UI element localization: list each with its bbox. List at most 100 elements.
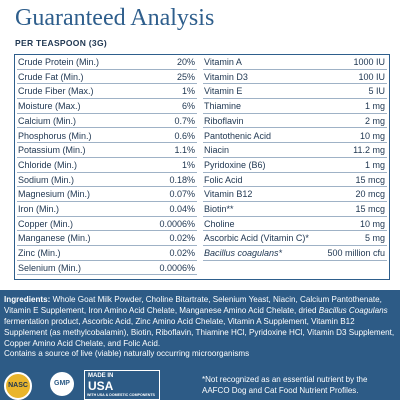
nutrient-value: 5 mg xyxy=(364,233,385,244)
table-row: Sodium (Min.) 0.18% xyxy=(17,173,197,188)
made-in-usa: MADE IN USA WITH USA & DOMESTIC COMPONEN… xyxy=(84,370,160,400)
nutrient-name: Bacillus coagulans* xyxy=(204,248,283,259)
table-row: Folic Acid 15 mcg xyxy=(203,173,387,188)
table-row: Niacin 11.2 mg xyxy=(203,143,387,158)
nutrient-name: Folic Acid xyxy=(204,174,243,185)
contains-note: Contains a source of live (viable) natur… xyxy=(4,349,250,358)
nutrient-value: 11.2 mg xyxy=(353,145,385,156)
nutrient-name: Vitamin A xyxy=(204,57,242,67)
gmp-seal: GMP xyxy=(50,372,74,396)
nutrient-value: 10 mg xyxy=(359,130,385,141)
table-row: Crude Protein (Min.) 20% xyxy=(17,55,197,70)
nutrient-name: Magnesium (Min.) xyxy=(18,189,91,200)
nutrient-value: 1.1% xyxy=(174,145,195,156)
nasc-seal: NASC xyxy=(4,372,32,400)
table-row: Phosphorus (Min.) 0.6% xyxy=(17,129,197,144)
nutrient-value: 1 mg xyxy=(364,159,385,170)
nutrient-value: 0.0006% xyxy=(159,262,195,273)
table-row: Calcium (Min.) 0.7% xyxy=(17,114,197,129)
nutrient-value: 1% xyxy=(181,86,195,97)
nutrient-value: 0.02% xyxy=(169,248,195,259)
nutrient-value: 20 mcg xyxy=(355,189,385,200)
nutrient-value: 15 mcg xyxy=(355,174,385,185)
table-row: Choline 10 mg xyxy=(203,217,387,232)
nutrient-name: Potassium (Min.) xyxy=(18,145,86,156)
nutrient-name: Selenium (Min.) xyxy=(18,262,82,273)
table-row: Thiamine 1 mg xyxy=(203,99,387,114)
table-row: Copper (Min.) 0.0006% xyxy=(17,217,197,232)
made-label: MADE IN xyxy=(88,373,114,379)
nutrient-value: 0.04% xyxy=(169,204,195,214)
nutrient-name: Thiamine xyxy=(204,101,242,112)
table-row: Manganese (Min.) 0.02% xyxy=(17,231,197,247)
ingredients-panel: Ingredients: Whole Goat Milk Powder, Cho… xyxy=(0,290,400,400)
nutrient-name: Calcium (Min.) xyxy=(18,115,77,126)
table-row: Pyridoxine (B6) 1 mg xyxy=(203,158,387,173)
nutrient-value: 1000 IU xyxy=(353,57,385,67)
nutrient-name: Choline xyxy=(204,218,235,229)
nutrient-name: Crude Fiber (Max.) xyxy=(18,86,94,97)
nutrient-value: 0.07% xyxy=(169,189,195,200)
gmp-label: GMP xyxy=(54,380,70,387)
nutrient-name: Sodium (Min.) xyxy=(18,174,75,185)
nutrient-name: Chloride (Min.) xyxy=(18,159,78,170)
nutrient-name: Riboflavin xyxy=(204,115,244,126)
table-row: Ascorbic Acid (Vitamin C)* 5 mg xyxy=(203,231,387,247)
table-row: Riboflavin 2 mg xyxy=(203,114,387,129)
nutrient-name: Niacin xyxy=(204,145,230,156)
nutrient-value: 500 million cfu xyxy=(327,248,385,259)
nutrient-name: Phosphorus (Min.) xyxy=(18,130,92,141)
nutrient-value: 1 mg xyxy=(364,101,385,112)
nutrient-name: Manganese (Min.) xyxy=(18,233,91,244)
table-row: Iron (Min.) 0.04% xyxy=(17,202,197,217)
table-row: Vitamin B12 20 mcg xyxy=(203,187,387,202)
table-row: Biotin** 15 mcg xyxy=(203,202,387,217)
nutrient-value: 0.18% xyxy=(169,174,195,185)
nutrient-value: 0.6% xyxy=(174,130,195,141)
title: Guaranteed Analysis xyxy=(15,5,215,31)
nutrient-name: Vitamin B12 xyxy=(204,189,253,200)
table-row: Vitamin D3 100 IU xyxy=(203,70,387,85)
nutrient-value: 6% xyxy=(181,101,195,112)
table-row: Selenium (Min.) 0.0006% xyxy=(17,261,197,276)
nutrient-value: 5 IU xyxy=(368,86,385,97)
ingredients-label: Ingredients: xyxy=(4,295,51,304)
usa-label: USA xyxy=(88,379,114,393)
table-row: Crude Fat (Min.) 25% xyxy=(17,70,197,85)
nutrient-value: 10 mg xyxy=(359,218,385,229)
nutrient-name: Vitamin E xyxy=(204,86,243,97)
nutrient-value: 0.02% xyxy=(169,233,195,244)
nutrient-name: Copper (Min.) xyxy=(18,218,74,229)
table-row: Vitamin E 5 IU xyxy=(203,84,387,100)
nutrient-value: 15 mcg xyxy=(355,204,385,214)
nutrient-value: 25% xyxy=(176,71,195,82)
nutrient-name: Pantothenic Acid xyxy=(204,130,272,141)
ingredients-text: Whole Goat Milk Powder, Choline Bitartra… xyxy=(4,295,382,315)
nutrient-value: 0.0006% xyxy=(159,218,195,229)
nutrient-name: Biotin** xyxy=(204,204,234,214)
table-row: Crude Fiber (Max.) 1% xyxy=(17,84,197,100)
analysis-table: Crude Protein (Min.) 20% Crude Fat (Min.) 2… xyxy=(14,54,390,280)
nutrient-name: Crude Protein (Min.) xyxy=(18,57,100,67)
table-row: Bacillus coagulans* 500 million cfu xyxy=(203,246,387,261)
nutrient-value: 0.7% xyxy=(174,115,195,126)
table-row: Vitamin A 1000 IU xyxy=(203,55,387,70)
ingredients-text: fermentation product, Ascorbic Acid, Zin… xyxy=(4,317,395,348)
nutrient-value: 2 mg xyxy=(364,115,385,126)
nutrient-value: 100 IU xyxy=(358,71,385,82)
table-row: Zinc (Min.) 0.02% xyxy=(17,246,197,261)
table-row: Moisture (Max.) 6% xyxy=(17,99,197,114)
table-row: Chloride (Min.) 1% xyxy=(17,158,197,173)
nutrient-name: Iron (Min.) xyxy=(18,204,60,214)
subtitle: PER TEASPOON (3G) xyxy=(15,38,108,48)
nutrient-value: 1% xyxy=(181,159,195,170)
nutrient-name: Moisture (Max.) xyxy=(18,101,81,112)
components-label: WITH USA & DOMESTIC COMPONENTS xyxy=(87,393,155,397)
ingredients: Ingredients: Whole Goat Milk Powder, Cho… xyxy=(4,294,396,349)
table-row: Potassium (Min.) 1.1% xyxy=(17,143,197,158)
nutrient-value: 20% xyxy=(176,57,195,67)
table-row: Pantothenic Acid 10 mg xyxy=(203,129,387,144)
footnote: *Not recognized as an essential nutrient… xyxy=(202,375,368,395)
nasc-label: NASC xyxy=(8,382,28,389)
